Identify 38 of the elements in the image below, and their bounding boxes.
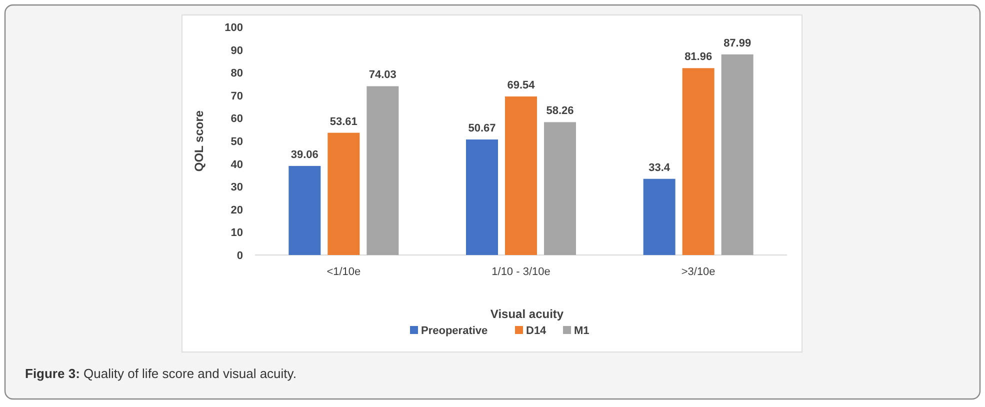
y-tick-label: 40 [230, 158, 243, 171]
y-tick-label: 60 [230, 113, 243, 126]
y-tick-label: 30 [230, 182, 243, 194]
bar [721, 54, 754, 255]
x-tick-label: <1/10e [326, 266, 361, 278]
x-tick-label: >3/10e [681, 266, 716, 278]
bar [366, 86, 399, 255]
legend-label: Preoperative [421, 325, 488, 337]
y-axis-title: QOL score [192, 110, 206, 172]
data-label: 39.06 [290, 148, 318, 161]
y-tick-label: 100 [224, 22, 243, 34]
bar [643, 178, 676, 255]
data-label: 58.26 [546, 105, 574, 118]
caption: Figure 3: Quality of life score and visual acuity. [25, 366, 296, 381]
bar [505, 96, 537, 255]
data-label: 74.03 [368, 69, 396, 82]
x-axis-title: Visual acuity [490, 307, 564, 321]
y-tick-label: 70 [230, 90, 243, 102]
bar [328, 132, 360, 255]
y-tick-label: 80 [230, 68, 243, 80]
y-tick-label: 90 [230, 44, 243, 57]
y-tick-label: 20 [230, 204, 243, 216]
bar [682, 68, 714, 255]
x-tick-label: 1/10 - 3/10e [492, 266, 550, 278]
data-label: 81.96 [684, 51, 712, 64]
y-tick-label: 0 [236, 250, 243, 262]
legend-label: D14 [526, 325, 548, 337]
data-label: 33.4 [648, 162, 671, 174]
y-tick-label: 10 [230, 227, 243, 240]
bar [466, 139, 498, 255]
data-label: 53.61 [330, 116, 358, 128]
bar [288, 166, 321, 255]
bar [544, 122, 576, 255]
data-label: 69.54 [507, 79, 536, 92]
legend-label: M1 [574, 325, 590, 337]
data-label: 50.67 [468, 122, 496, 134]
data-label: 87.99 [724, 37, 752, 50]
y-tick-label: 50 [230, 136, 243, 148]
